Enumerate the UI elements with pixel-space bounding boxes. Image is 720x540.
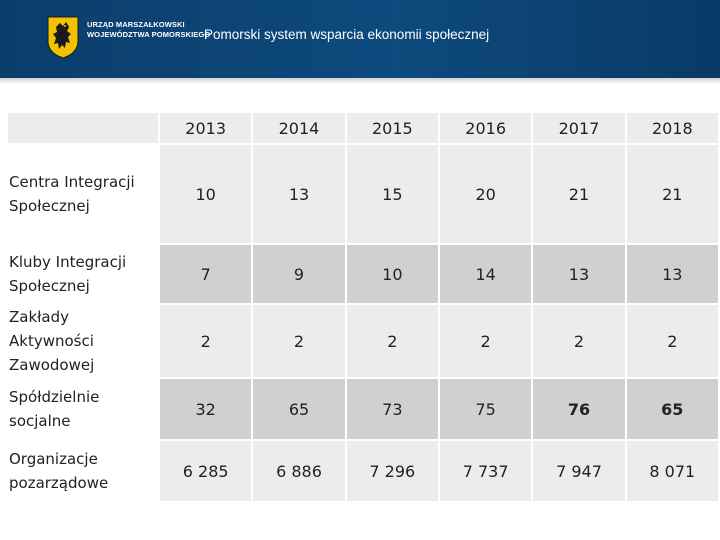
- row-label: Spółdzielnie socjalne: [6, 377, 160, 441]
- table-row: Zakłady Aktywności Zawodowej 2 2 2 2 2 2: [6, 303, 720, 379]
- table-cell: 10: [344, 243, 440, 305]
- row-label: Kluby Integracji Społecznej: [6, 243, 160, 305]
- organization-name-line-2: WOJEWÓDZTWA POMORSKIEGO: [87, 30, 211, 39]
- year-header: 2017: [531, 111, 627, 145]
- table-cell: 7: [157, 243, 254, 305]
- header-shadow: [0, 78, 720, 84]
- table-cell: 6 886: [251, 439, 347, 503]
- table-cell: 2: [344, 303, 440, 379]
- table-cell: 2: [251, 303, 347, 379]
- table-cell: 13: [251, 143, 347, 245]
- table-cell: 75: [437, 377, 534, 441]
- table-corner-cell: [6, 111, 160, 145]
- table-cell: 2: [624, 303, 720, 379]
- page-title: Pomorski system wsparcia ekonomii społec…: [204, 27, 490, 42]
- year-header: 2013: [157, 111, 254, 145]
- header-banner: URZĄD MARSZAŁKOWSKI WOJEWÓDZTWA POMORSKI…: [0, 0, 720, 78]
- table-cell: 76: [531, 377, 627, 441]
- table-cell: 6 285: [157, 439, 254, 503]
- table-cell: 7 947: [531, 439, 627, 503]
- table-cell: 13: [624, 243, 720, 305]
- table-cell: 65: [624, 377, 720, 441]
- table-row: Spółdzielnie socjalne 32 65 73 75 76 65: [6, 377, 720, 441]
- table-cell: 21: [624, 143, 720, 245]
- row-label: Zakłady Aktywności Zawodowej: [6, 303, 160, 379]
- table-cell: 14: [437, 243, 534, 305]
- table-header-row: 2013 2014 2015 2016 2017 2018: [6, 111, 720, 145]
- table-cell: 20: [437, 143, 534, 245]
- table-cell: 9: [251, 243, 347, 305]
- year-header: 2014: [251, 111, 347, 145]
- year-header: 2018: [624, 111, 720, 145]
- table-row: Organizacje pozarządowe 6 285 6 886 7 29…: [6, 439, 720, 503]
- table-cell: 65: [251, 377, 347, 441]
- row-label: Organizacje pozarządowe: [6, 439, 160, 503]
- table-row: Kluby Integracji Społecznej 7 9 10 14 13…: [6, 243, 720, 305]
- statistics-table: 2013 2014 2015 2016 2017 2018 Centra Int…: [6, 111, 720, 503]
- table-cell: 7 737: [437, 439, 534, 503]
- row-label: Centra Integracji Społecznej: [6, 143, 160, 245]
- table-cell: 2: [531, 303, 627, 379]
- table-cell: 32: [157, 377, 254, 441]
- table-cell: 2: [437, 303, 534, 379]
- table-cell: 8 071: [624, 439, 720, 503]
- year-header: 2015: [344, 111, 440, 145]
- table-cell: 13: [531, 243, 627, 305]
- year-header: 2016: [437, 111, 534, 145]
- table-cell: 2: [157, 303, 254, 379]
- table-cell: 73: [344, 377, 440, 441]
- organization-name-line-1: URZĄD MARSZAŁKOWSKI: [87, 20, 185, 29]
- table-cell: 7 296: [344, 439, 440, 503]
- table-row: Centra Integracji Społecznej 10 13 15 20…: [6, 143, 720, 245]
- table-cell: 15: [344, 143, 440, 245]
- table-cell: 10: [157, 143, 254, 245]
- organization-name: URZĄD MARSZAŁKOWSKI WOJEWÓDZTWA POMORSKI…: [87, 20, 210, 40]
- pomorskie-griffin-coat-of-arms-icon: [47, 16, 79, 59]
- table-cell: 21: [531, 143, 627, 245]
